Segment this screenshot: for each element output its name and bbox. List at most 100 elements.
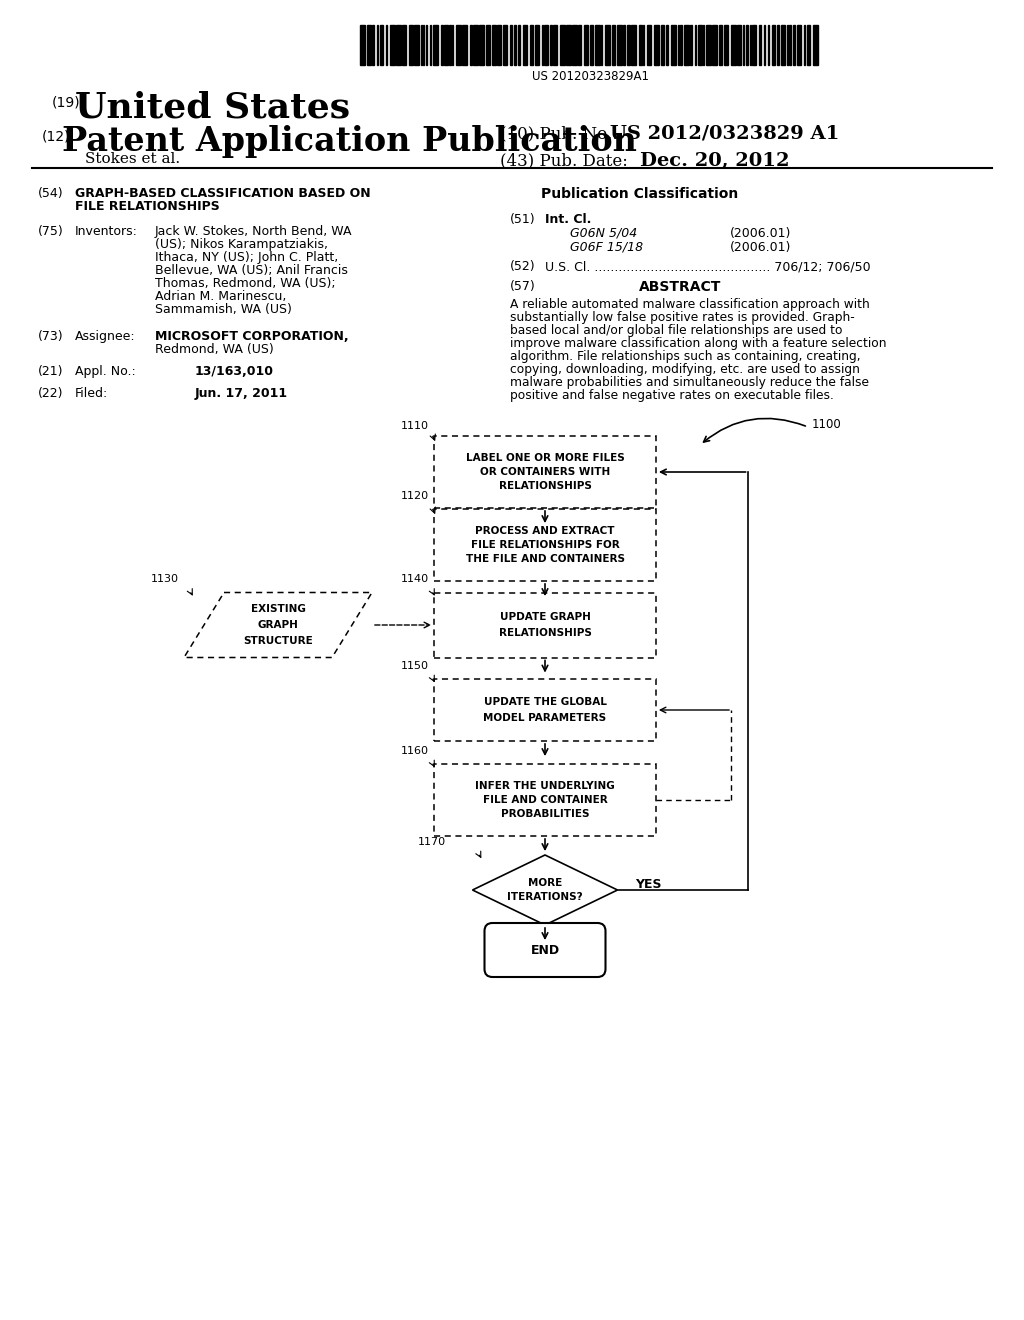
Bar bbox=[572, 25, 577, 65]
Bar bbox=[396, 25, 401, 65]
Text: Thomas, Redmond, WA (US);: Thomas, Redmond, WA (US); bbox=[155, 277, 336, 290]
Bar bbox=[473, 25, 478, 65]
Text: Appl. No.:: Appl. No.: bbox=[75, 366, 136, 378]
Text: RELATIONSHIPS: RELATIONSHIPS bbox=[499, 480, 592, 491]
Bar bbox=[662, 25, 664, 65]
Bar bbox=[612, 25, 615, 65]
Bar bbox=[647, 25, 651, 65]
Text: (12): (12) bbox=[42, 129, 71, 144]
Bar bbox=[793, 25, 795, 65]
Bar bbox=[666, 25, 668, 65]
Bar bbox=[550, 25, 552, 65]
Bar bbox=[380, 25, 383, 65]
Bar bbox=[479, 25, 484, 65]
Bar bbox=[712, 25, 717, 65]
Text: US 2012/0323829 A1: US 2012/0323829 A1 bbox=[610, 125, 840, 143]
Text: STRUCTURE: STRUCTURE bbox=[243, 636, 313, 645]
Text: substantially low false positive rates is provided. Graph-: substantially low false positive rates i… bbox=[510, 312, 855, 323]
Bar bbox=[414, 25, 419, 65]
Text: Jack W. Stokes, North Bend, WA: Jack W. Stokes, North Bend, WA bbox=[155, 224, 352, 238]
Bar bbox=[813, 25, 818, 65]
Text: PROBABILITIES: PROBABILITIES bbox=[501, 809, 589, 818]
Text: (19): (19) bbox=[52, 95, 81, 110]
Text: (52): (52) bbox=[510, 260, 536, 273]
Bar bbox=[752, 25, 756, 65]
Bar bbox=[737, 25, 741, 65]
Text: Redmond, WA (US): Redmond, WA (US) bbox=[155, 343, 273, 356]
Text: Sammamish, WA (US): Sammamish, WA (US) bbox=[155, 304, 292, 315]
Text: THE FILE AND CONTAINERS: THE FILE AND CONTAINERS bbox=[466, 554, 625, 564]
Text: Patent Application Publication: Patent Application Publication bbox=[62, 125, 637, 158]
Text: G06F 15/18: G06F 15/18 bbox=[570, 242, 643, 253]
Bar bbox=[731, 25, 736, 65]
Text: FILE RELATIONSHIPS FOR: FILE RELATIONSHIPS FOR bbox=[471, 540, 620, 550]
Text: Inventors:: Inventors: bbox=[75, 224, 138, 238]
Bar bbox=[671, 25, 676, 65]
Bar bbox=[584, 25, 588, 65]
Bar bbox=[684, 25, 689, 65]
Bar bbox=[510, 25, 512, 65]
Text: RELATIONSHIPS: RELATIONSHIPS bbox=[499, 628, 592, 638]
Bar bbox=[360, 25, 365, 65]
Bar bbox=[497, 25, 501, 65]
Text: MODEL PARAMETERS: MODEL PARAMETERS bbox=[483, 713, 606, 723]
Text: OR CONTAINERS WITH: OR CONTAINERS WITH bbox=[480, 467, 610, 477]
Bar bbox=[690, 25, 692, 65]
Text: GRAPH-BASED CLASSIFICATION BASED ON: GRAPH-BASED CLASSIFICATION BASED ON bbox=[75, 187, 371, 201]
Bar bbox=[605, 25, 610, 65]
Bar bbox=[578, 25, 581, 65]
Bar bbox=[409, 25, 413, 65]
Bar bbox=[390, 25, 395, 65]
Text: (54): (54) bbox=[38, 187, 63, 201]
Text: LABEL ONE OR MORE FILES: LABEL ONE OR MORE FILES bbox=[466, 453, 625, 463]
Bar bbox=[759, 25, 761, 65]
Text: 1130: 1130 bbox=[151, 574, 179, 585]
Bar bbox=[781, 25, 785, 65]
Bar bbox=[514, 25, 516, 65]
Bar bbox=[772, 25, 775, 65]
Bar bbox=[680, 25, 682, 65]
Bar bbox=[544, 25, 548, 65]
Text: Ithaca, NY (US); John C. Platt,: Ithaca, NY (US); John C. Platt, bbox=[155, 251, 338, 264]
Bar bbox=[449, 25, 451, 65]
Text: (US); Nikos Karampatziakis,: (US); Nikos Karampatziakis, bbox=[155, 238, 328, 251]
Text: FILE AND CONTAINER: FILE AND CONTAINER bbox=[482, 795, 607, 805]
Bar bbox=[518, 25, 520, 65]
FancyBboxPatch shape bbox=[434, 510, 656, 581]
Text: algorithm. File relationships such as containing, creating,: algorithm. File relationships such as co… bbox=[510, 350, 860, 363]
Text: (75): (75) bbox=[38, 224, 63, 238]
Text: (2006.01): (2006.01) bbox=[730, 227, 792, 240]
Bar bbox=[595, 25, 600, 65]
Polygon shape bbox=[472, 855, 617, 925]
Text: Filed:: Filed: bbox=[75, 387, 109, 400]
Text: Dec. 20, 2012: Dec. 20, 2012 bbox=[640, 152, 790, 170]
Bar bbox=[560, 25, 565, 65]
Text: A reliable automated malware classification approach with: A reliable automated malware classificat… bbox=[510, 298, 869, 312]
Text: FILE RELATIONSHIPS: FILE RELATIONSHIPS bbox=[75, 201, 220, 213]
Text: 1140: 1140 bbox=[400, 574, 429, 585]
Text: Assignee:: Assignee: bbox=[75, 330, 135, 343]
Text: YES: YES bbox=[636, 879, 662, 891]
Bar bbox=[530, 25, 534, 65]
Text: Jun. 17, 2011: Jun. 17, 2011 bbox=[195, 387, 288, 400]
Bar bbox=[503, 25, 507, 65]
Text: Int. Cl.: Int. Cl. bbox=[545, 213, 592, 226]
Text: MICROSOFT CORPORATION,: MICROSOFT CORPORATION, bbox=[155, 330, 348, 343]
Bar bbox=[627, 25, 630, 65]
Text: Bellevue, WA (US); Anil Francis: Bellevue, WA (US); Anil Francis bbox=[155, 264, 348, 277]
Text: Publication Classification: Publication Classification bbox=[542, 187, 738, 201]
FancyBboxPatch shape bbox=[434, 593, 656, 657]
Bar bbox=[566, 25, 571, 65]
Text: INFER THE UNDERLYING: INFER THE UNDERLYING bbox=[475, 781, 614, 791]
Text: United States: United States bbox=[75, 90, 350, 124]
Text: U.S. Cl. ............................................ 706/12; 706/50: U.S. Cl. ...............................… bbox=[545, 260, 870, 273]
Bar bbox=[807, 25, 810, 65]
Bar bbox=[462, 25, 467, 65]
Text: UPDATE THE GLOBAL: UPDATE THE GLOBAL bbox=[483, 697, 606, 708]
Bar bbox=[553, 25, 557, 65]
Text: 13/163,010: 13/163,010 bbox=[195, 366, 274, 378]
Bar bbox=[486, 25, 490, 65]
Text: 1120: 1120 bbox=[400, 491, 429, 502]
Bar bbox=[746, 25, 748, 65]
Text: (21): (21) bbox=[38, 366, 63, 378]
